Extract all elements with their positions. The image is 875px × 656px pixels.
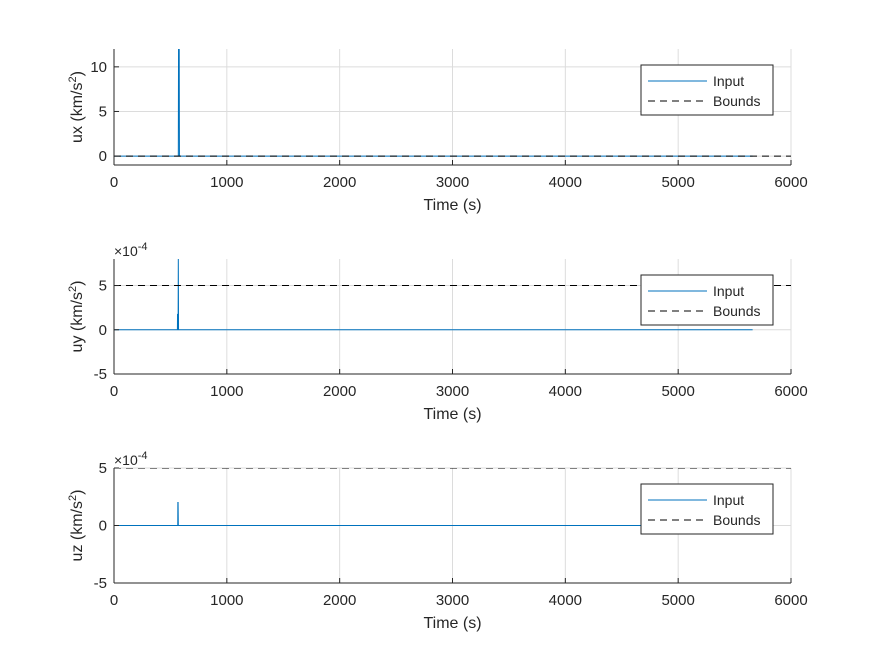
x-tick-label: 5000: [661, 383, 694, 400]
x-tick-labels: 0 1000 2000 3000 4000 5000 6000: [110, 383, 808, 400]
axes-frame: [113, 259, 792, 375]
x-axis-label: Time (s): [423, 197, 481, 214]
x-tick-label: 6000: [774, 592, 807, 609]
legend-input-label: Input: [713, 492, 744, 508]
x-tick-labels: 0 1000 2000 3000 4000 5000 6000: [110, 592, 808, 609]
plot-series: [114, 49, 791, 157]
y-tick-label: 5: [99, 460, 107, 477]
y-exponent-label: ×10-4: [114, 241, 148, 259]
legend: Input Bounds: [640, 274, 774, 326]
y-axis-label: uz (km/s2): [67, 490, 86, 562]
x-tick-label: 4000: [549, 383, 582, 400]
y-tick-label: 5: [99, 278, 107, 295]
y-tick-label: -5: [94, 366, 107, 383]
x-tick-label: 4000: [549, 592, 582, 609]
y-tick-labels: -5 0 5: [94, 460, 107, 592]
legend-bounds-label: Bounds: [713, 93, 760, 109]
legend-box: [640, 483, 774, 535]
y-tick-label: 10: [90, 59, 107, 76]
axes-frame: [113, 49, 792, 166]
y-axis-label-superscript: 2: [67, 76, 79, 82]
x-tick-label: 0: [110, 174, 118, 191]
y-axis-label-end: ): [69, 71, 86, 76]
y-axis-label-superscript: 2: [67, 495, 79, 501]
y-axis-label-main: uy (km/s: [69, 292, 86, 352]
x-tick-label: 6000: [774, 174, 807, 191]
plot-series: [114, 468, 791, 526]
legend-bounds-label: Bounds: [713, 303, 760, 319]
x-tick-labels: 0 1000 2000 3000 4000 5000 6000: [110, 174, 808, 191]
x-tick-label: 1000: [210, 174, 243, 191]
y-tick-label: 0: [99, 148, 107, 165]
x-tick-label: 4000: [549, 174, 582, 191]
y-exponent-base: ×10: [114, 243, 138, 259]
x-axis-label: Time (s): [423, 615, 481, 632]
x-tick-label: 2000: [323, 592, 356, 609]
y-tick-labels: -5 0 5: [94, 278, 107, 383]
y-exponent-label: ×10-4: [114, 450, 148, 468]
legend-bounds-label: Bounds: [713, 512, 760, 528]
x-tick-label: 0: [110, 383, 118, 400]
x-axis-label: Time (s): [423, 406, 481, 423]
x-tick-label: 3000: [436, 383, 469, 400]
y-tick-label: -5: [94, 575, 107, 592]
y-tick-label: 0: [99, 518, 107, 535]
x-tick-label: 1000: [210, 383, 243, 400]
legend-box: [640, 64, 774, 116]
y-axis-label-superscript: 2: [67, 286, 79, 292]
x-tick-label: 0: [110, 592, 118, 609]
y-axis-label-main: ux (km/s: [69, 83, 86, 143]
y-axis-label-end: ): [69, 281, 86, 286]
y-tick-label: 5: [99, 103, 107, 120]
y-exponent-superscript: -4: [138, 450, 148, 462]
x-tick-label: 2000: [323, 174, 356, 191]
y-axis-label: uy (km/s2): [67, 281, 86, 353]
x-tick-label: 6000: [774, 383, 807, 400]
y-exponent-superscript: -4: [138, 241, 148, 253]
axes-frame: [113, 467, 792, 584]
x-tick-label: 2000: [323, 383, 356, 400]
legend-box: [640, 274, 774, 326]
legend-input-label: Input: [713, 283, 744, 299]
y-axis-label-end: ): [69, 490, 86, 495]
x-tick-label: 1000: [210, 592, 243, 609]
x-tick-label: 3000: [436, 174, 469, 191]
y-tick-label: 0: [99, 322, 107, 339]
subplot-uy: 0 1000 2000 3000 4000 5000 6000 -505 Time (s) …: [67, 241, 808, 423]
legend: Input Bounds: [640, 483, 774, 535]
input-series-line: [114, 502, 753, 526]
input-series-line: [114, 259, 753, 331]
y-axis-label-main: uz (km/s: [69, 501, 86, 561]
y-axis-label: ux (km/s2): [67, 71, 86, 143]
x-tick-label: 5000: [661, 592, 694, 609]
y-tick-labels: 0 5 10: [90, 59, 107, 165]
y-exponent-base: ×10: [114, 452, 138, 468]
legend-input-label: Input: [713, 73, 744, 89]
subplot-uz: 0 1000 2000 3000 4000 5000 6000 -505 Time (s) …: [67, 450, 808, 632]
x-tick-label: 3000: [436, 592, 469, 609]
legend: Input Bounds: [640, 64, 774, 116]
x-tick-label: 5000: [661, 174, 694, 191]
